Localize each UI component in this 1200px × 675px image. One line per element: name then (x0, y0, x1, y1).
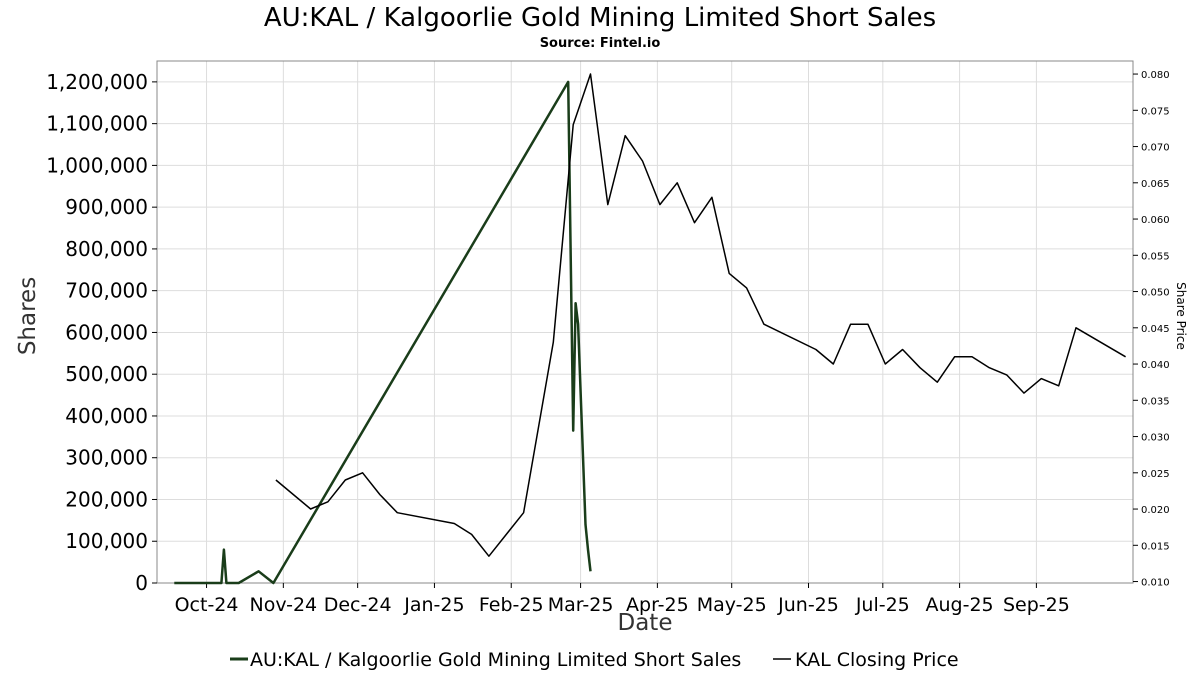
right-tick-label: 0.045 (1141, 324, 1170, 335)
x-tick-label: Jul-25 (855, 594, 910, 616)
x-tick-label: Feb-25 (479, 594, 544, 616)
right-tick-label: 0.015 (1141, 541, 1170, 552)
plot-area-frame (156, 60, 1134, 584)
left-tick-label: 0 (135, 571, 148, 595)
right-axis-ticks: 0.010 0.015 0.020 0.025 0.030 0.035 0.040 0.045… (1133, 70, 1170, 589)
x-tick-label: Jan-25 (403, 594, 464, 616)
x-axis-ticks: Oct-24 Nov-24 Dec-24 Jan-25 Feb-25 Mar-25 Apr-… (175, 583, 1070, 616)
chart-subtitle: Source: Fintel.io (540, 36, 661, 51)
legend: AU:KAL / Kalgoorlie Gold Mining Limited … (230, 649, 959, 671)
legend-label-closing-price: KAL Closing Price (795, 649, 959, 671)
series-layer (174, 73, 1126, 585)
right-tick-label: 0.080 (1141, 70, 1170, 81)
y-axis-label-right: Share Price (1174, 282, 1188, 350)
right-tick-label: 0.010 (1141, 578, 1170, 589)
x-tick-label: Jun-25 (777, 594, 839, 616)
right-tick-label: 0.025 (1141, 469, 1170, 480)
short-sales-line (174, 80, 592, 585)
y-axis-label-left: Shares (15, 277, 41, 355)
x-tick-label: Aug-25 (926, 594, 994, 616)
left-tick-label: 1,200,000 (46, 70, 148, 94)
chart-title: AU:KAL / Kalgoorlie Gold Mining Limited … (264, 3, 936, 33)
closing-price-line (275, 73, 1126, 557)
right-tick-label: 0.060 (1141, 215, 1170, 226)
x-tick-label: Nov-24 (250, 594, 318, 616)
x-axis-label: Date (618, 610, 673, 636)
right-tick-label: 0.040 (1141, 360, 1170, 371)
left-tick-label: 1,100,000 (46, 112, 148, 136)
left-tick-label: 400,000 (65, 404, 148, 428)
left-tick-label: 1,000,000 (46, 153, 148, 177)
left-tick-label: 600,000 (65, 320, 148, 344)
right-tick-label: 0.030 (1141, 433, 1170, 444)
x-tick-label: Apr-25 (626, 594, 689, 616)
right-tick-label: 0.055 (1141, 251, 1170, 262)
right-tick-label: 0.065 (1141, 179, 1170, 190)
x-tick-label: May-25 (697, 594, 767, 616)
gridlines (157, 61, 1133, 584)
left-tick-label: 500,000 (65, 362, 148, 386)
x-tick-label: Mar-25 (548, 594, 614, 616)
left-axis-ticks: 0 100,000 200,000 300,000 400,000 500,000 600,… (46, 70, 157, 595)
left-tick-label: 200,000 (65, 487, 148, 511)
x-tick-label: Dec-24 (324, 594, 392, 616)
x-tick-label: Sep-25 (1003, 594, 1070, 616)
right-tick-label: 0.075 (1141, 106, 1170, 117)
right-tick-label: 0.070 (1141, 143, 1170, 154)
right-tick-label: 0.035 (1141, 396, 1170, 407)
left-tick-label: 900,000 (65, 195, 148, 219)
x-tick-label: Oct-24 (175, 594, 239, 616)
left-tick-label: 800,000 (65, 237, 148, 261)
left-tick-label: 100,000 (65, 529, 148, 553)
left-tick-label: 700,000 (65, 279, 148, 303)
right-tick-label: 0.050 (1141, 288, 1170, 299)
right-tick-label: 0.020 (1141, 505, 1170, 516)
legend-label-short-sales: AU:KAL / Kalgoorlie Gold Mining Limited … (250, 649, 741, 671)
left-tick-label: 300,000 (65, 446, 148, 470)
